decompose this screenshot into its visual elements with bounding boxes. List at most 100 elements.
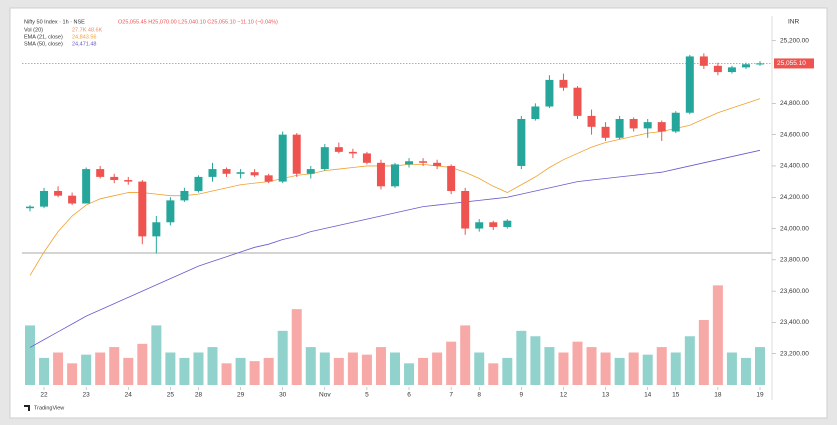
volume-bar xyxy=(67,363,78,385)
volume-bar xyxy=(53,352,64,385)
x-tick-label: 29 xyxy=(237,392,245,399)
candle-body xyxy=(124,180,133,182)
volume-bar xyxy=(656,347,667,385)
y-tick-label: 23,200.00 xyxy=(780,350,809,357)
volume-bar xyxy=(726,352,737,385)
volume-bar xyxy=(361,354,372,385)
x-tick-label: 12 xyxy=(560,392,568,399)
y-tick-label: 23,800.00 xyxy=(780,257,809,264)
volume-bar xyxy=(333,357,344,385)
y-tick-label: 24,200.00 xyxy=(780,194,809,201)
x-tick-label: 18 xyxy=(714,392,722,399)
x-tick-label: 14 xyxy=(644,392,652,399)
y-tick-label: 24,400.00 xyxy=(780,163,809,170)
ohlc-readout: O25,055.45 H25,070.00 L25,040.10 C25,055… xyxy=(118,19,278,25)
volume-bar xyxy=(95,352,106,385)
x-tick-label: 13 xyxy=(602,392,610,399)
brand-logo xyxy=(24,405,30,411)
candle-body xyxy=(419,161,428,163)
volume-bar xyxy=(474,352,485,385)
candle-body xyxy=(405,161,414,165)
volume-bar xyxy=(628,352,639,385)
x-tick-label: 24 xyxy=(125,392,133,399)
candle-body xyxy=(433,162,442,166)
x-tick-label: 8 xyxy=(477,392,481,399)
volume-bar xyxy=(432,352,443,385)
candle-body xyxy=(447,165,456,191)
volume-bar xyxy=(502,357,513,385)
volume-bar xyxy=(670,352,681,385)
volume-bar xyxy=(109,347,120,385)
candle-body xyxy=(292,134,301,174)
candle-body xyxy=(138,181,147,237)
candle-body xyxy=(727,67,736,73)
y-tick-label: 23,600.00 xyxy=(780,288,809,295)
volume-bar xyxy=(179,357,190,385)
candle-body xyxy=(236,172,245,174)
candle-body xyxy=(559,79,568,88)
candle-body xyxy=(208,169,217,177)
candle-body xyxy=(320,147,329,170)
volume-bar xyxy=(165,352,176,385)
volume-bar xyxy=(319,352,330,385)
volume-bar xyxy=(263,357,274,385)
volume-bar xyxy=(544,347,555,385)
candle-body xyxy=(278,134,287,182)
volume-bar xyxy=(600,352,611,385)
x-tick-label: 30 xyxy=(279,392,287,399)
candle-body xyxy=(699,56,708,66)
volume-bar xyxy=(698,320,709,385)
candle-body xyxy=(166,200,175,223)
candle-body xyxy=(82,169,91,204)
footer-brand: TradingView xyxy=(34,405,64,411)
x-tick-label: 7 xyxy=(449,392,453,399)
candle-body xyxy=(657,122,666,132)
volume-bar xyxy=(614,357,625,385)
volume-bar xyxy=(123,357,134,385)
volume-bar xyxy=(586,347,597,385)
volume-bar xyxy=(516,330,527,385)
indicator-value: 27.7K 48.6K xyxy=(72,27,103,33)
candle-body xyxy=(601,126,610,138)
x-tick-label: 9 xyxy=(520,392,524,399)
indicator-value: 24,471.48 xyxy=(72,41,96,47)
indicator-name: Vol (20) xyxy=(24,27,43,33)
chart-title: Nifty 50 Index · 1h · NSE xyxy=(24,19,85,25)
candle-body xyxy=(615,119,624,138)
candle-body xyxy=(194,176,203,191)
volume-bar xyxy=(277,330,288,385)
candle-body xyxy=(545,79,554,107)
candle-body xyxy=(222,169,231,174)
candle-body xyxy=(334,147,343,152)
candle-body xyxy=(54,190,63,196)
candle-body xyxy=(741,64,750,68)
x-tick-label: 6 xyxy=(407,392,411,399)
y-tick-label: 24,600.00 xyxy=(780,131,809,138)
volume-bar xyxy=(642,354,653,385)
x-tick-label: Nov xyxy=(319,392,331,399)
volume-bar xyxy=(25,325,35,385)
candle-body xyxy=(629,119,638,129)
indicator-value: 24,843.56 xyxy=(72,34,96,40)
x-tick-label: 5 xyxy=(365,392,369,399)
candle-body xyxy=(264,175,273,182)
candle-body xyxy=(573,87,582,116)
volume-bar xyxy=(460,325,471,385)
y-tick-label: 24,800.00 xyxy=(780,100,809,107)
candle-body xyxy=(362,153,371,163)
x-tick-label: 28 xyxy=(195,392,203,399)
y-tick-label: 23,400.00 xyxy=(780,319,809,326)
last-price-tag xyxy=(774,58,814,69)
volume-bar xyxy=(249,361,260,385)
volume-bar xyxy=(375,347,386,385)
volume-bar xyxy=(221,363,232,385)
volume-bar xyxy=(418,357,429,385)
volume-bar xyxy=(558,352,569,385)
volume-bar xyxy=(530,336,541,385)
volume-bar xyxy=(404,363,415,385)
candle-body xyxy=(461,190,470,229)
candle-body xyxy=(685,56,694,113)
volume-bar xyxy=(390,352,400,385)
x-tick-label: 22 xyxy=(40,392,48,399)
